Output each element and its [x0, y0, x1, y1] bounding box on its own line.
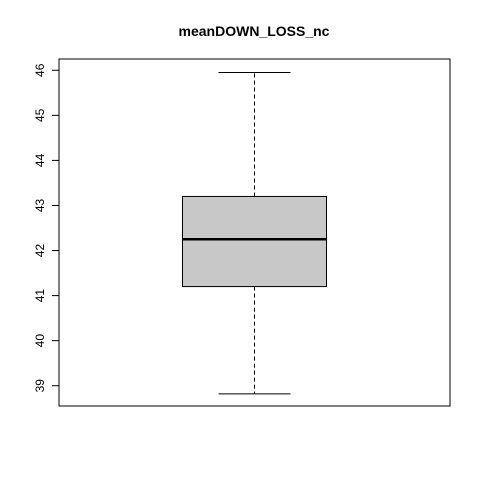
y-tick-label: 44	[33, 153, 47, 167]
y-tick-label: 41	[33, 289, 47, 303]
boxplot	[182, 72, 327, 395]
y-tick-label: 40	[33, 334, 47, 348]
y-tick-label: 42	[33, 244, 47, 258]
y-tick-label: 43	[33, 198, 47, 212]
y-tick-label: 39	[33, 379, 47, 393]
chart-title: meanDOWN_LOSS_nc	[179, 23, 330, 39]
iqr-box	[182, 195, 327, 288]
y-axis: 39 40 41 42 43 44 45 46	[33, 63, 60, 393]
y-tick-label: 45	[33, 108, 47, 122]
y-tick-label: 46	[33, 63, 47, 77]
